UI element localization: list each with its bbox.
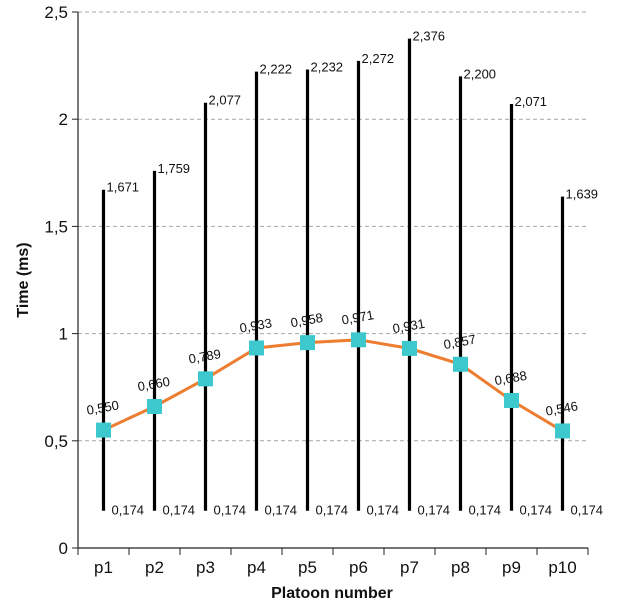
gridlines — [78, 11, 588, 442]
x-tick-label: p6 — [349, 558, 368, 577]
min-label: 0,174 — [214, 503, 247, 518]
max-label: 1,759 — [158, 161, 191, 176]
mean-label: 0,931 — [391, 316, 426, 336]
mean-label: 0,958 — [289, 310, 324, 330]
mean-marker — [198, 371, 213, 387]
mean-series — [96, 332, 570, 439]
x-tick-label: p5 — [298, 558, 317, 577]
max-label: 2,272 — [362, 51, 395, 66]
x-tick-label: p7 — [400, 558, 419, 577]
mean-marker — [555, 423, 570, 439]
min-label: 0,174 — [112, 503, 145, 518]
mean-label: 0,550 — [85, 397, 120, 417]
max-label: 2,222 — [260, 62, 293, 77]
x-axis-title: Platoon number — [271, 585, 393, 602]
min-label: 0,174 — [265, 503, 298, 518]
mean-label: 0,933 — [238, 315, 273, 335]
max-label: 2,232 — [311, 59, 344, 74]
mean-marker — [147, 398, 162, 414]
mean-label: 0,971 — [340, 307, 375, 327]
y-tick-label: 0,5 — [44, 432, 68, 451]
min-label: 0,174 — [418, 503, 451, 518]
min-label: 0,174 — [163, 503, 196, 518]
x-tick-label: p10 — [548, 558, 576, 577]
mean-marker — [402, 340, 417, 356]
max-label: 1,671 — [107, 180, 140, 195]
max-label: 2,071 — [515, 94, 548, 109]
x-tick-label: p2 — [145, 558, 164, 577]
min-label: 0,174 — [367, 503, 400, 518]
y-axis-title: Time (ms) — [15, 242, 32, 317]
min-label: 0,174 — [316, 503, 349, 518]
y-tick-label: 2 — [59, 110, 68, 129]
range-bars — [101, 38, 565, 511]
max-label: 2,077 — [209, 93, 242, 108]
min-label: 0,174 — [469, 503, 502, 518]
mean-label: 0,688 — [493, 368, 528, 388]
min-label: 0,174 — [571, 503, 604, 518]
y-tick-label: 2,5 — [44, 3, 68, 22]
mean-marker — [453, 356, 468, 372]
x-tick-label: p1 — [94, 558, 113, 577]
min-label: 0,174 — [520, 503, 553, 518]
mean-line — [102, 338, 564, 433]
x-tick-label: p9 — [502, 558, 521, 577]
y-tick-label: 1,5 — [44, 217, 68, 236]
x-tick-label: p8 — [451, 558, 470, 577]
mean-label: 0,857 — [442, 332, 477, 352]
max-label: 2,376 — [413, 29, 446, 44]
x-tick-label: p4 — [247, 558, 266, 577]
mean-marker — [300, 335, 315, 351]
max-label: 1,639 — [566, 187, 599, 202]
mean-marker — [351, 332, 366, 348]
mean-label: 0,789 — [187, 346, 222, 366]
axes: 0 0,5 1 1,5 2 2,5 p1 p2 p3 p4 p5 p6 p7 p8 p9 p10 — [44, 3, 589, 577]
mean-marker — [504, 392, 519, 408]
y-tick-label: 0 — [59, 539, 68, 558]
mean-label: 0,660 — [136, 374, 171, 394]
mean-label: 0,546 — [544, 398, 579, 418]
y-tick-label: 1 — [59, 325, 68, 344]
mean-marker — [249, 340, 264, 356]
max-label: 2,200 — [464, 66, 497, 81]
x-tick-label: p3 — [196, 558, 215, 577]
data-labels: 1,671 1,759 2,077 2,222 2,232 2,272 2,376 2,200… — [85, 29, 603, 518]
mean-marker — [96, 422, 111, 438]
